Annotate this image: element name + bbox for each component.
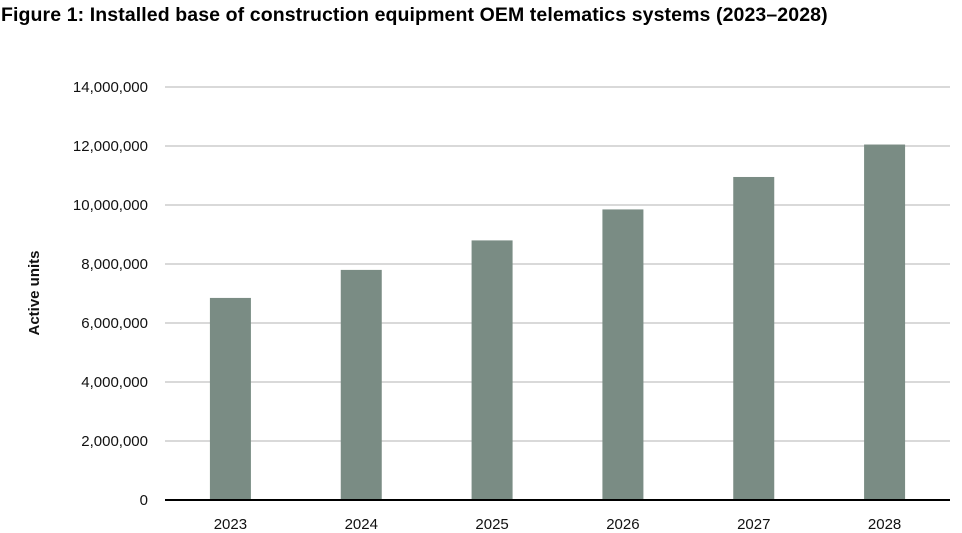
y-tick-label: 4,000,000 bbox=[81, 374, 148, 391]
x-tick-label: 2024 bbox=[345, 516, 378, 533]
y-tick-label: 6,000,000 bbox=[81, 315, 148, 332]
bar-2025 bbox=[471, 240, 513, 500]
x-tick-label: 2025 bbox=[475, 516, 508, 533]
bar-2026 bbox=[602, 209, 644, 501]
y-axis-ticks: 0 2,000,000 4,000,000 6,000,000 8,000,000 10,… bbox=[73, 79, 148, 509]
y-tick-label: 2,000,000 bbox=[81, 433, 148, 450]
bar-2027 bbox=[733, 176, 775, 500]
x-tick-label: 2028 bbox=[868, 516, 901, 533]
chart-title: Figure 1: Installed base of construction… bbox=[1, 4, 828, 26]
bar-2023 bbox=[209, 297, 251, 500]
y-tick-label: 10,000,000 bbox=[73, 197, 148, 214]
bar-2024 bbox=[340, 269, 382, 500]
y-tick-label: 14,000,000 bbox=[73, 79, 148, 96]
x-axis-ticks: 2023 2024 2025 2026 2027 2028 bbox=[214, 516, 902, 533]
x-tick-label: 2026 bbox=[606, 516, 639, 533]
x-tick-label: 2023 bbox=[214, 516, 247, 533]
bars bbox=[209, 144, 906, 501]
x-tick-label: 2027 bbox=[737, 516, 770, 533]
y-tick-label: 8,000,000 bbox=[81, 256, 148, 273]
y-tick-label: 0 bbox=[140, 492, 148, 509]
gridlines bbox=[165, 86, 950, 442]
y-axis-label: Active units bbox=[26, 250, 43, 335]
bar-2028 bbox=[864, 144, 906, 500]
y-tick-label: 12,000,000 bbox=[73, 138, 148, 155]
